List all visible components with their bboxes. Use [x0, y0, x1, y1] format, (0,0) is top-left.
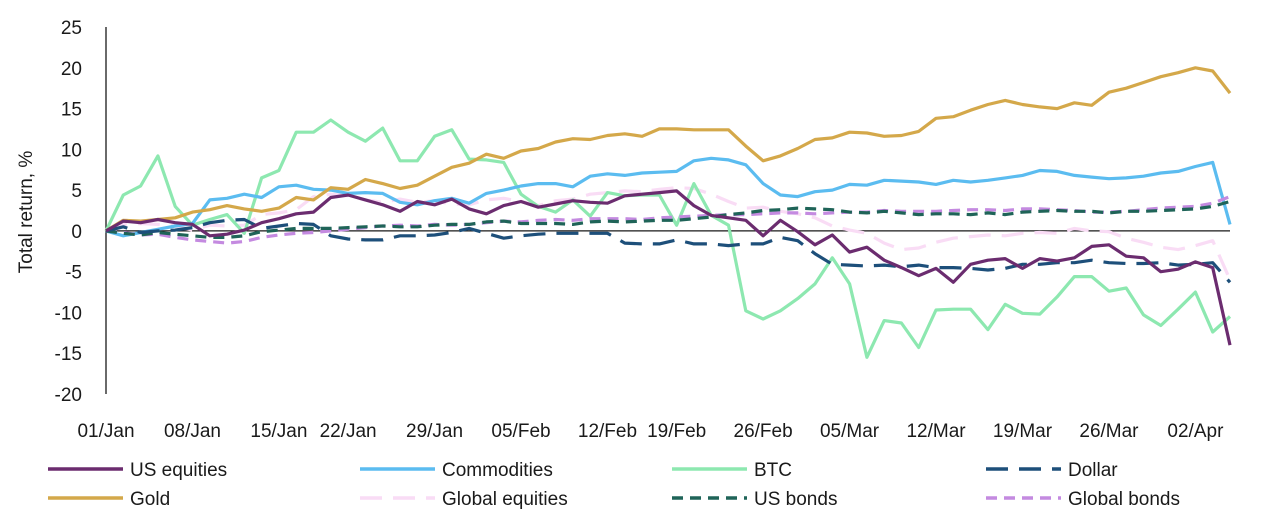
legend-label: BTC [754, 460, 792, 481]
legend-item-us-bonds: US bonds [672, 489, 837, 510]
legend-label: US bonds [754, 489, 837, 510]
x-tick-label: 02/Apr [1167, 421, 1224, 442]
x-tick-label: 12/Mar [906, 421, 966, 442]
series-line-global-equities [105, 186, 1232, 281]
legend-item-gold: Gold [48, 489, 170, 510]
x-tick-label: 29/Jan [406, 421, 463, 442]
series-line-us-equities [105, 189, 1232, 346]
legend-label: Gold [130, 489, 170, 510]
legend-item-commodities: Commodities [360, 460, 553, 481]
x-tick-label: 12/Feb [578, 421, 637, 442]
legend-label: Commodities [442, 460, 553, 481]
x-tick-label: 22/Jan [320, 421, 377, 442]
legend-label: Dollar [1068, 460, 1118, 481]
series-line-btc [104, 118, 1232, 359]
x-tick-label: 08/Jan [164, 421, 221, 442]
x-tick-label: 19/Mar [993, 421, 1053, 442]
x-tick-label: 26/Mar [1079, 421, 1139, 442]
x-tick-label: 19/Feb [647, 421, 706, 442]
legend-label: Global equities [442, 489, 568, 510]
y-tick-label: 25 [61, 18, 82, 39]
x-tick-label: 01/Jan [77, 421, 134, 442]
y-axis-title: Total return, % [16, 151, 37, 274]
legend-item-dollar: Dollar [986, 460, 1118, 481]
series-line-gold [105, 66, 1232, 233]
legend-label: US equities [130, 460, 227, 481]
legend-item-global-equities: Global equities [360, 489, 568, 510]
y-tick-label: 5 [71, 181, 82, 202]
legend: US equities Commodities BTC Dollar Gold Globa… [48, 460, 1180, 510]
y-tick-label: 20 [61, 59, 82, 80]
series-line-dollar [105, 217, 1232, 284]
legend-item-global-bonds: Global bonds [986, 489, 1180, 510]
series-line-global-bonds [105, 195, 1231, 245]
series-layer [104, 66, 1232, 359]
y-tick-label: 0 [71, 222, 82, 243]
series-line-us-bonds [105, 199, 1231, 239]
x-tick-label: 15/Jan [250, 421, 307, 442]
legend-item-us-equities: US equities [48, 460, 227, 481]
legend-label: Global bonds [1068, 489, 1180, 510]
x-tick-label: 26/Feb [734, 421, 793, 442]
legend-item-btc: BTC [672, 460, 792, 481]
y-tick-label: -5 [65, 263, 82, 284]
y-tick-label: -20 [55, 385, 82, 406]
y-tick-label: -15 [55, 344, 82, 365]
x-tick-label: 05/Feb [491, 421, 550, 442]
y-tick-label: 10 [61, 140, 82, 161]
axis-layer: 25 20 15 10 5 0 -5 -10 -15 -20 01/Jan 08/Jan 15/Jan 2… [55, 18, 1230, 442]
x-tick-label: 05/Mar [820, 421, 880, 442]
y-tick-label: -10 [55, 303, 82, 324]
series-line-commodities [105, 156, 1232, 238]
y-tick-label: 15 [61, 100, 82, 121]
